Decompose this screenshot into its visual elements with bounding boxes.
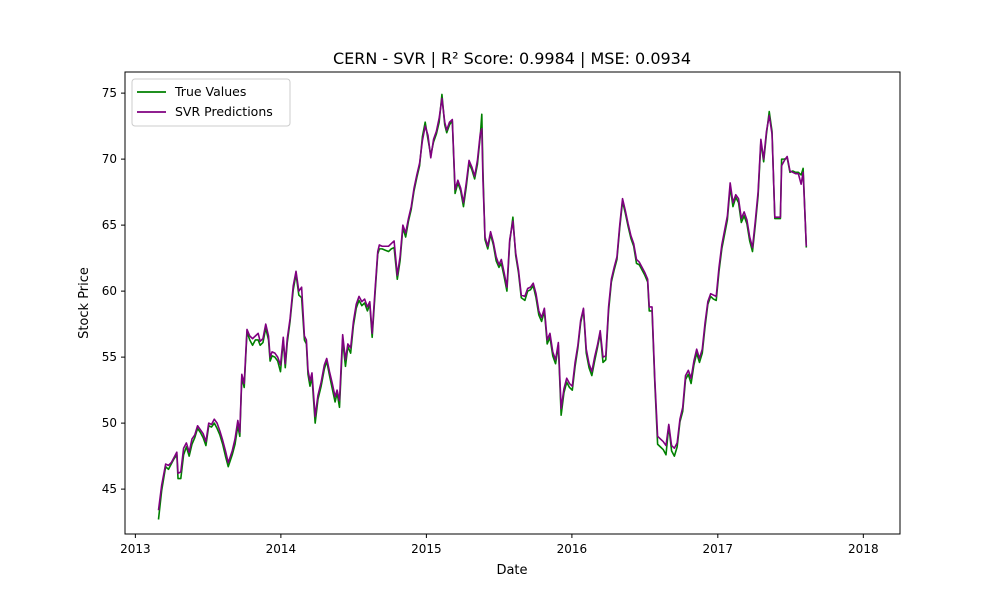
y-tick-label-65: 65 [102,218,117,232]
x-axis: 2013 2014 2015 2016 2017 2018 [120,534,879,556]
legend-label-true-values: True Values [174,84,246,99]
plot-area-frame [124,71,901,535]
series-layer [157,93,808,520]
x-tick-label-2015: 2015 [411,542,442,556]
y-tick-label-70: 70 [102,152,117,166]
y-tick-label-75: 75 [102,86,117,100]
y-axis: 45 50 55 60 65 70 75 [102,86,125,496]
x-tick-label-2013: 2013 [120,542,151,556]
y-tick-label-45: 45 [102,482,117,496]
y-tick-label-60: 60 [102,284,117,298]
x-tick-label-2017: 2017 [703,542,734,556]
legend-label-svr-predictions: SVR Predictions [175,104,273,119]
x-axis-label: Date [496,563,527,578]
y-tick-label-55: 55 [102,350,117,364]
legend: True Values SVR Predictions [131,78,291,127]
x-tick-label-2014: 2014 [266,542,297,556]
x-tick-label-2018: 2018 [848,542,879,556]
legend-box [131,78,291,127]
series-line-svr-predictions [157,97,808,511]
y-axis-label: Stock Price [77,267,92,339]
y-tick-label-50: 50 [102,416,117,430]
chart-title: CERN - SVR | R² Score: 0.9984 | MSE: 0.0… [333,49,691,68]
x-tick-label-2016: 2016 [557,542,588,556]
